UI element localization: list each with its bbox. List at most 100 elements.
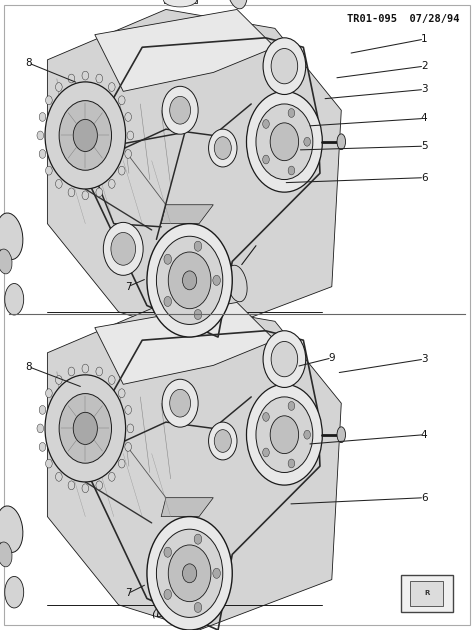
Circle shape: [164, 590, 172, 600]
Text: 7: 7: [125, 282, 131, 292]
Ellipse shape: [164, 0, 197, 7]
Circle shape: [246, 91, 322, 192]
Ellipse shape: [227, 0, 247, 9]
Circle shape: [68, 188, 75, 197]
Circle shape: [209, 129, 237, 167]
Circle shape: [168, 545, 211, 602]
Circle shape: [39, 149, 46, 158]
Circle shape: [170, 96, 191, 124]
Ellipse shape: [0, 506, 23, 553]
Circle shape: [263, 155, 269, 164]
Circle shape: [82, 364, 89, 373]
Text: (C60): (C60): [165, 300, 195, 310]
Circle shape: [118, 459, 125, 468]
Circle shape: [103, 222, 143, 275]
Circle shape: [194, 241, 202, 251]
Circle shape: [194, 534, 202, 544]
FancyBboxPatch shape: [410, 581, 443, 606]
Circle shape: [263, 448, 269, 457]
Circle shape: [96, 481, 102, 490]
Circle shape: [82, 191, 89, 200]
Circle shape: [288, 108, 295, 117]
Circle shape: [182, 271, 197, 290]
Circle shape: [111, 232, 136, 265]
Text: 8: 8: [25, 362, 32, 372]
Ellipse shape: [164, 286, 197, 300]
Ellipse shape: [164, 250, 197, 266]
Text: TR01-095  07/28/94: TR01-095 07/28/94: [347, 14, 460, 24]
Circle shape: [55, 472, 62, 481]
Circle shape: [214, 137, 231, 159]
Text: 7: 7: [125, 588, 131, 598]
Polygon shape: [47, 9, 341, 337]
Circle shape: [125, 149, 131, 158]
Polygon shape: [164, 258, 197, 296]
Text: 5: 5: [421, 141, 428, 151]
Circle shape: [127, 424, 134, 433]
Circle shape: [125, 406, 131, 415]
Circle shape: [256, 104, 313, 180]
Circle shape: [37, 424, 44, 433]
Circle shape: [109, 472, 115, 481]
Circle shape: [55, 375, 62, 384]
Circle shape: [125, 113, 131, 122]
Ellipse shape: [337, 134, 346, 150]
Text: 8: 8: [25, 58, 32, 68]
Circle shape: [256, 397, 313, 472]
Circle shape: [68, 74, 75, 83]
Text: 1: 1: [421, 34, 428, 44]
Circle shape: [82, 484, 89, 493]
Circle shape: [55, 83, 62, 91]
Circle shape: [127, 131, 134, 140]
Circle shape: [68, 367, 75, 376]
Circle shape: [46, 459, 52, 468]
Circle shape: [59, 394, 111, 463]
Circle shape: [288, 401, 295, 410]
FancyBboxPatch shape: [401, 575, 453, 612]
Circle shape: [109, 83, 115, 91]
Text: 6: 6: [421, 493, 428, 503]
Circle shape: [162, 379, 198, 427]
Circle shape: [271, 49, 298, 84]
Polygon shape: [95, 302, 275, 384]
Circle shape: [164, 547, 172, 557]
Circle shape: [46, 96, 52, 105]
Circle shape: [170, 389, 191, 417]
Circle shape: [182, 564, 197, 583]
Circle shape: [82, 71, 89, 80]
Circle shape: [270, 416, 299, 454]
Ellipse shape: [0, 213, 23, 260]
Polygon shape: [161, 498, 213, 517]
Circle shape: [304, 137, 310, 146]
Circle shape: [45, 375, 126, 482]
Circle shape: [39, 406, 46, 415]
Circle shape: [118, 166, 125, 175]
Circle shape: [214, 430, 231, 452]
Circle shape: [39, 113, 46, 122]
Ellipse shape: [0, 249, 12, 274]
Ellipse shape: [5, 576, 24, 608]
Circle shape: [263, 120, 269, 129]
Text: 6: 6: [421, 173, 428, 183]
Circle shape: [55, 180, 62, 188]
Circle shape: [164, 254, 172, 264]
Circle shape: [73, 120, 98, 152]
Circle shape: [168, 252, 211, 309]
Circle shape: [96, 188, 102, 197]
Circle shape: [288, 459, 295, 468]
Circle shape: [109, 180, 115, 188]
Circle shape: [46, 389, 52, 398]
Circle shape: [246, 384, 322, 485]
Ellipse shape: [5, 284, 24, 315]
Ellipse shape: [337, 427, 346, 442]
Circle shape: [109, 375, 115, 384]
Text: 2: 2: [421, 61, 428, 71]
Text: 4: 4: [421, 113, 428, 123]
Circle shape: [263, 38, 306, 94]
Circle shape: [68, 481, 75, 490]
Circle shape: [37, 131, 44, 140]
Text: 3: 3: [421, 84, 428, 94]
Text: R: R: [424, 590, 429, 597]
Ellipse shape: [227, 265, 247, 302]
Circle shape: [164, 297, 172, 307]
